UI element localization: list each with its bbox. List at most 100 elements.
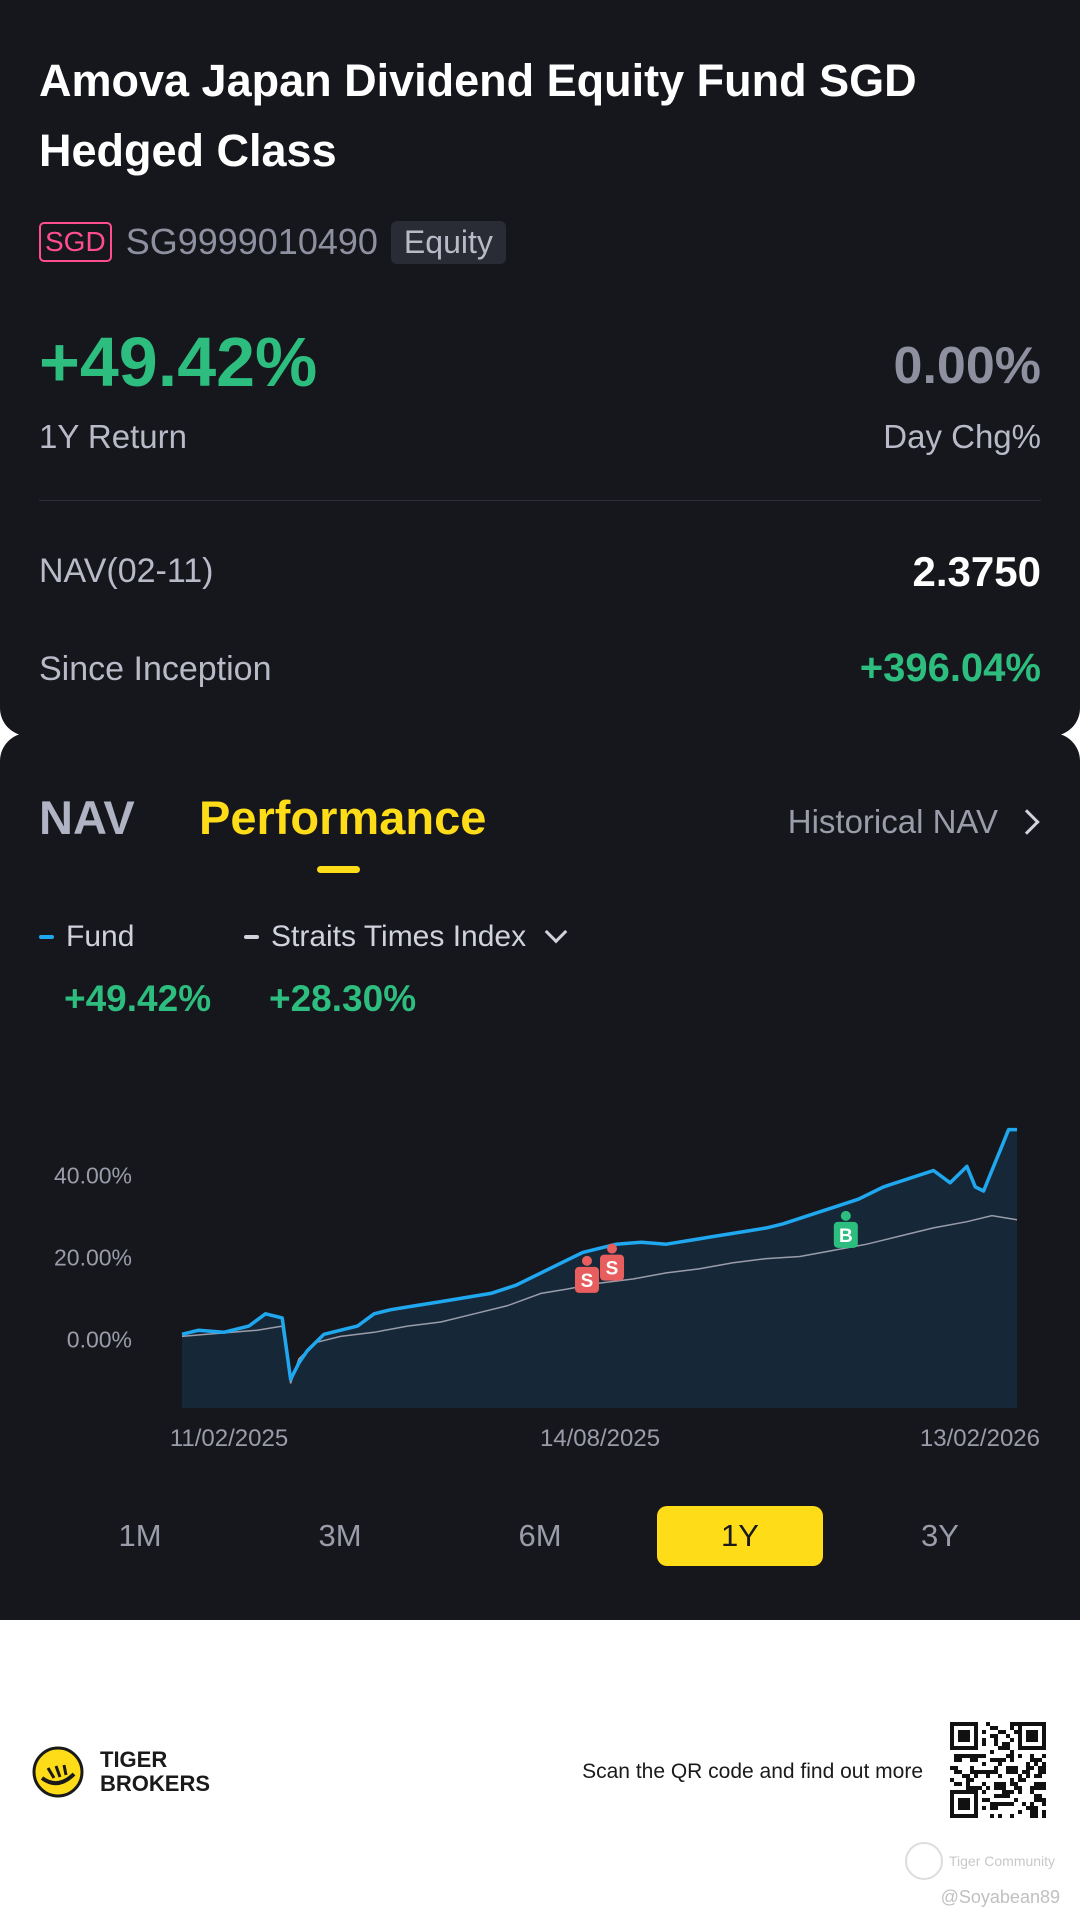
qr-module <box>1038 1798 1042 1802</box>
qr-module <box>998 1758 1002 1762</box>
period-6m[interactable]: 6M <box>440 1506 640 1566</box>
qr-module <box>1010 1782 1014 1786</box>
qr-module <box>1042 1762 1046 1766</box>
active-tab-indicator <box>317 866 360 873</box>
qr-module <box>1010 1754 1014 1758</box>
qr-module <box>990 1726 994 1730</box>
performance-chart[interactable]: 40.00% 20.00% 0.00% 11/02/2025 14/08/2025 13/… <box>0 1060 1080 1450</box>
qr-module <box>1042 1782 1046 1786</box>
qr-module <box>982 1782 986 1786</box>
divider <box>39 500 1041 501</box>
community-logo-icon <box>905 1842 943 1880</box>
qr-module <box>950 1766 954 1770</box>
qr-module <box>1030 1806 1034 1810</box>
qr-module <box>958 1754 962 1758</box>
qr-module <box>1006 1746 1010 1750</box>
since-inception-label: Since Inception <box>39 650 272 688</box>
qr-module <box>1006 1802 1010 1806</box>
qr-module <box>1010 1726 1014 1730</box>
historical-nav-link[interactable]: Historical NAV <box>788 803 1040 841</box>
qr-finder-core <box>1026 1730 1038 1742</box>
qr-module <box>998 1746 1002 1750</box>
qr-module <box>1006 1794 1010 1798</box>
marker-badge <box>833 1221 858 1248</box>
qr-module <box>1018 1786 1022 1790</box>
qr-module <box>1038 1774 1042 1778</box>
period-1y[interactable]: 1Y <box>640 1506 840 1566</box>
tiger-logo-icon <box>32 1746 84 1798</box>
qr-module <box>950 1778 954 1782</box>
qr-module <box>1010 1770 1014 1774</box>
qr-module <box>990 1814 994 1818</box>
qr-module <box>966 1778 970 1782</box>
qr-module <box>998 1774 1002 1778</box>
qr-module <box>1002 1794 1006 1798</box>
qr-module <box>1010 1802 1014 1806</box>
marker-badge <box>600 1254 625 1281</box>
qr-module <box>970 1766 974 1770</box>
qr-module <box>1018 1778 1022 1782</box>
chevron-down-icon <box>544 920 568 944</box>
x-tick-label: 13/02/2026 <box>920 1425 1040 1450</box>
legend-index-value: +28.30% <box>269 978 417 1019</box>
qr-module <box>1014 1766 1018 1770</box>
qr-module <box>1002 1746 1006 1750</box>
tiger-brokers-logo: TIGER BROKERS <box>32 1746 210 1798</box>
sell-marker[interactable]: S <box>600 1243 625 1281</box>
qr-module <box>966 1782 970 1786</box>
qr-module <box>998 1782 1002 1786</box>
qr-module <box>974 1758 978 1762</box>
qr-module <box>982 1762 986 1766</box>
fund-area-fill <box>182 1129 1017 1408</box>
marker-label: S <box>606 1259 619 1280</box>
period-label: 1M <box>118 1518 162 1553</box>
tab-performance[interactable]: Performance <box>199 791 487 844</box>
qr-module <box>1030 1786 1034 1790</box>
qr-module <box>954 1754 958 1758</box>
period-selector: 1M 3M 6M 1Y 3Y <box>40 1506 1040 1566</box>
community-watermark: Tiger Community <box>905 1842 1055 1880</box>
qr-module <box>1030 1802 1034 1806</box>
qr-module <box>1002 1802 1006 1806</box>
legend-index-label: Straits Times Index <box>271 920 527 953</box>
period-1m[interactable]: 1M <box>40 1506 240 1566</box>
qr-module <box>966 1786 970 1790</box>
period-3m[interactable]: 3M <box>240 1506 440 1566</box>
qr-module <box>974 1786 978 1790</box>
qr-module <box>1026 1770 1030 1774</box>
qr-module <box>1038 1794 1042 1798</box>
qr-module <box>958 1758 962 1762</box>
qr-module <box>1026 1762 1030 1766</box>
brand-line-1: TIGER <box>100 1747 168 1772</box>
qr-module <box>982 1754 986 1758</box>
qr-module <box>998 1802 1002 1806</box>
qr-module <box>978 1770 982 1774</box>
qr-module <box>1034 1798 1038 1802</box>
qr-module <box>994 1738 998 1742</box>
qr-module <box>1026 1806 1030 1810</box>
index-line-swatch <box>244 935 259 939</box>
benchmark-selector[interactable]: Straits Times Index <box>244 920 568 954</box>
qr-module <box>982 1770 986 1774</box>
qr-module <box>1038 1782 1042 1786</box>
qr-module <box>1034 1774 1038 1778</box>
watermark-text: Tiger Community <box>949 1853 1056 1869</box>
tab-nav[interactable]: NAV <box>39 791 135 844</box>
fund-summary-card: Amova Japan Dividend Equity Fund SGD Hed… <box>0 0 1080 736</box>
qr-module <box>1014 1722 1018 1726</box>
qr-module <box>982 1806 986 1810</box>
sell-marker[interactable]: S <box>574 1255 599 1293</box>
currency-badge: SGD <box>39 222 112 262</box>
qr-module <box>1042 1798 1046 1802</box>
qr-module <box>990 1750 994 1754</box>
buy-marker[interactable]: B <box>833 1210 858 1248</box>
qr-module <box>1010 1790 1014 1794</box>
qr-module <box>990 1802 994 1806</box>
qr-module <box>970 1786 974 1790</box>
qr-module <box>1038 1758 1042 1762</box>
period-3y[interactable]: 3Y <box>840 1506 1040 1566</box>
qr-module <box>966 1754 970 1758</box>
qr-module <box>1002 1782 1006 1786</box>
qr-module <box>1038 1770 1042 1774</box>
user-handle: @Soyabean89 <box>940 1887 1060 1907</box>
